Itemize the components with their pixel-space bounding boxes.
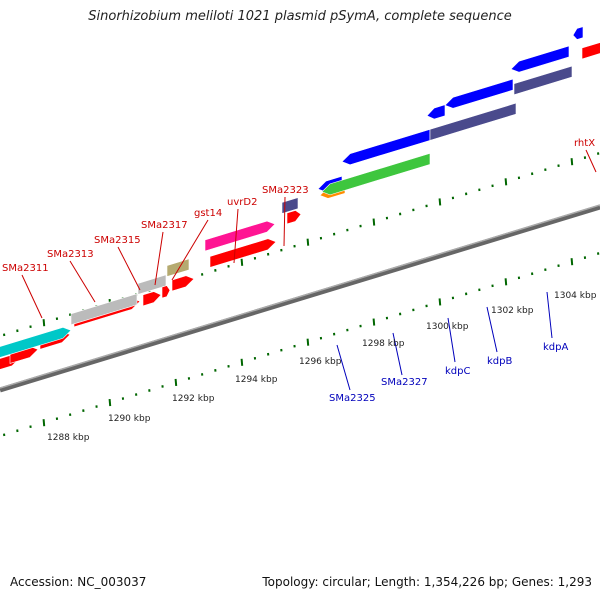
gene-label-sma2323[interactable]: SMa2323 bbox=[262, 185, 309, 196]
gene-green bbox=[321, 152, 431, 196]
gene-red-f bbox=[161, 285, 171, 299]
gene-navy-small bbox=[281, 197, 299, 214]
gene-label-kdpa[interactable]: kdpA bbox=[543, 342, 568, 353]
gene-blue-e bbox=[510, 45, 570, 73]
tick-label-1288: 1288 kbp bbox=[47, 433, 90, 443]
inner-tick-18 bbox=[240, 358, 244, 366]
gene-gray-a bbox=[70, 293, 138, 326]
gene-blue-f bbox=[572, 26, 584, 40]
gene-label-sma2315[interactable]: SMa2315 bbox=[94, 235, 141, 246]
gene-kdpb-navy bbox=[429, 102, 517, 141]
topology-summary: Topology: circular; Length: 1,354,226 bp… bbox=[262, 575, 592, 589]
gene-label-sma2327[interactable]: SMa2327 bbox=[381, 377, 428, 388]
gene-label-sma2311[interactable]: SMa2311 bbox=[2, 263, 49, 274]
outer-tick-33 bbox=[438, 198, 442, 206]
leader-line-2 bbox=[117, 246, 141, 291]
gene-label-rhtx[interactable]: rhtX bbox=[574, 138, 595, 149]
backbone-highlight bbox=[0, 204, 600, 389]
inner-tick-28 bbox=[372, 318, 376, 326]
inner-tick-3 bbox=[42, 419, 46, 427]
inner-tick-43 bbox=[570, 258, 574, 266]
leader-line-5 bbox=[233, 208, 239, 264]
gene-label-gst14[interactable]: gst14 bbox=[194, 208, 222, 219]
gene-kdpa-navy bbox=[513, 65, 573, 96]
leader-line-1 bbox=[69, 260, 96, 303]
inner-tick-marks bbox=[3, 252, 600, 437]
leader-line-10 bbox=[447, 317, 456, 363]
tick-label-1294: 1294 kbp bbox=[235, 375, 278, 385]
leader-line-6 bbox=[283, 196, 286, 247]
outer-tick-23 bbox=[306, 238, 310, 246]
gene-red-h bbox=[209, 238, 277, 268]
gene-blue-d bbox=[444, 78, 514, 109]
leader-line-11 bbox=[486, 306, 498, 353]
leader-line-9 bbox=[392, 332, 403, 376]
leader-line-8 bbox=[336, 344, 351, 391]
gene-label-kdpb[interactable]: kdpB bbox=[487, 356, 512, 367]
plasmid-backbone bbox=[0, 204, 600, 393]
tick-label-1298: 1298 kbp bbox=[362, 339, 405, 349]
leader-line-3 bbox=[154, 231, 164, 286]
gene-pink bbox=[204, 220, 276, 252]
inner-tick-8 bbox=[108, 398, 112, 407]
gene-label-uvrd2[interactable]: uvrD2 bbox=[227, 197, 257, 208]
outer-tick-18 bbox=[240, 258, 244, 266]
tick-label-1290: 1290 kbp bbox=[108, 414, 151, 424]
leader-line-0 bbox=[21, 274, 43, 319]
tick-label-1292: 1292 kbp bbox=[172, 394, 215, 404]
gene-olive bbox=[166, 258, 190, 277]
gene-label-sma2317[interactable]: SMa2317 bbox=[141, 220, 188, 231]
gene-red-i bbox=[286, 210, 302, 225]
label-leader-lines bbox=[21, 149, 597, 391]
tick-label-1300: 1300 kbp bbox=[426, 322, 469, 332]
outer-tick-28 bbox=[372, 218, 376, 226]
outer-tick-3 bbox=[42, 319, 46, 327]
gene-red-e bbox=[142, 291, 162, 307]
tick-label-1304: 1304 kbp bbox=[554, 291, 597, 301]
leader-line-12 bbox=[546, 291, 553, 339]
leader-line-7 bbox=[585, 149, 597, 173]
gene-features bbox=[0, 26, 600, 370]
inner-tick-23 bbox=[306, 338, 310, 346]
tick-label-1296: 1296 kbp bbox=[299, 357, 342, 367]
inner-tick-33 bbox=[438, 298, 442, 306]
backbone-line bbox=[0, 204, 600, 393]
tick-label-1302: 1302 kbp bbox=[491, 306, 534, 316]
gene-label-sma2325[interactable]: SMa2325 bbox=[329, 393, 376, 404]
accession-text: Accession: NC_003037 bbox=[10, 575, 147, 589]
outer-tick-43 bbox=[570, 158, 574, 166]
gene-label-kdpc[interactable]: kdpC bbox=[445, 366, 470, 377]
leader-line-4 bbox=[171, 219, 209, 281]
gene-cyan bbox=[0, 326, 72, 358]
gene-red-g bbox=[171, 275, 195, 292]
inner-tick-38 bbox=[504, 278, 508, 286]
map-title: Sinorhizobium meliloti 1021 plasmid pSym… bbox=[88, 9, 512, 24]
gene-blue-c bbox=[426, 104, 446, 120]
gene-rhtx bbox=[581, 42, 600, 60]
inner-tick-13 bbox=[174, 378, 178, 387]
outer-tick-38 bbox=[504, 178, 508, 186]
gene-label-sma2313[interactable]: SMa2313 bbox=[47, 249, 94, 260]
